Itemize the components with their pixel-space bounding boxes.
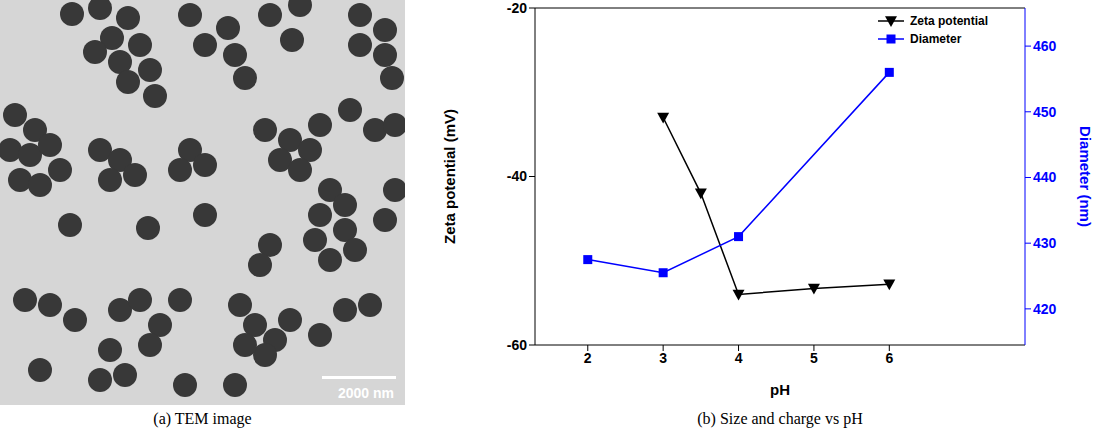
svg-text:4: 4 (735, 350, 743, 366)
svg-text:pH: pH (770, 381, 790, 398)
html-text:(b) Size and charge vs pH: (b) Size and charge vs pH (697, 410, 863, 427)
svg-text:430: 430 (1033, 235, 1057, 251)
svg-text:Diameter (nm): Diameter (nm) (1077, 126, 1094, 227)
svg-text:-60: -60 (507, 337, 527, 353)
svg-text:-40: -40 (507, 168, 527, 184)
svg-text:5: 5 (810, 350, 818, 366)
html-text:Zeta potential: Zeta potential (910, 14, 988, 28)
svg-text:440: 440 (1033, 169, 1057, 185)
svg-text:450: 450 (1033, 104, 1057, 120)
svg-text:Zeta potential (mV): Zeta potential (mV) (441, 109, 458, 244)
svg-text:460: 460 (1033, 38, 1057, 54)
html-text:(a) TEM image: (a) TEM image (153, 410, 252, 427)
svg-text:-20: -20 (507, 0, 527, 16)
svg-text:420: 420 (1033, 301, 1057, 317)
svg-text:3: 3 (659, 350, 667, 366)
svg-text:2000 nm: 2000 nm (338, 385, 394, 401)
html-text:Diameter: Diameter (910, 32, 962, 46)
svg-text:2: 2 (584, 350, 592, 366)
svg-text:6: 6 (885, 350, 893, 366)
